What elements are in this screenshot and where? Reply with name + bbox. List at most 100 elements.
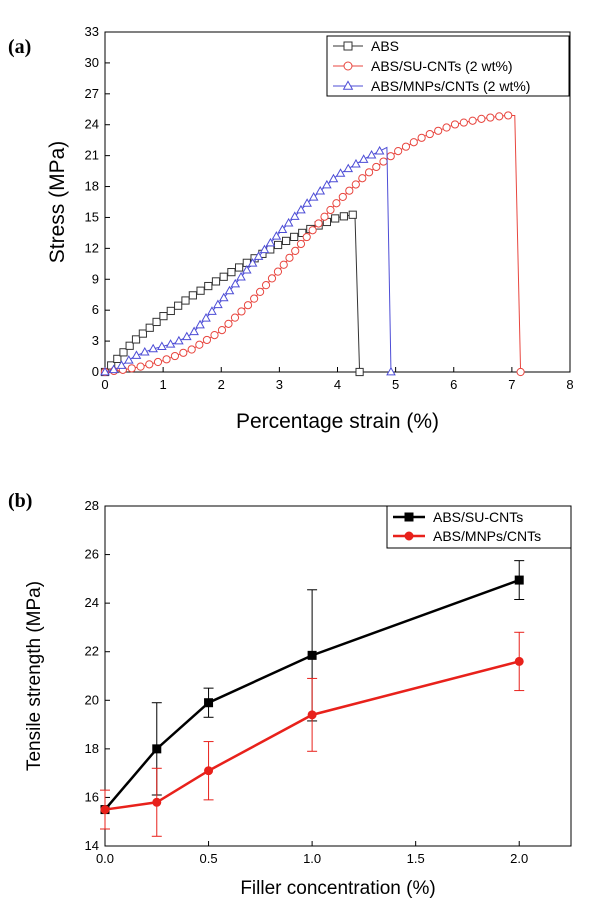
plot-b-xtick-label: 1.0 — [303, 851, 321, 866]
data-point — [224, 285, 235, 295]
data-point — [166, 306, 175, 316]
plot-a-xlabel: Percentage strain (%) — [236, 410, 439, 433]
data-point — [277, 224, 288, 234]
legend-marker — [343, 61, 353, 71]
data-point — [332, 199, 341, 208]
data-point — [338, 192, 347, 202]
data-point — [224, 319, 233, 328]
data-point — [127, 364, 136, 373]
data-point — [210, 330, 219, 340]
data-point — [314, 219, 323, 228]
data-point — [374, 145, 385, 155]
plot-b-ytick-label: 14 — [85, 838, 99, 853]
data-point — [219, 272, 228, 281]
data-point — [495, 112, 504, 121]
plot-a-ylabel: Stress (MPa) — [46, 141, 69, 264]
data-point — [247, 258, 258, 267]
data-point — [131, 350, 142, 359]
plot-b-ylabel: Tensile strength (MPa) — [24, 581, 45, 771]
legend-label: ABS/SU-CNTs (2 wt%) — [371, 58, 513, 74]
plot-a-ytick-label: 27 — [85, 86, 99, 101]
series-line — [104, 114, 522, 373]
legend-label: ABS/MNPs/CNTs (2 wt%) — [371, 78, 530, 94]
data-point — [308, 226, 317, 235]
data-point — [282, 236, 291, 246]
plot-b-xtick-label: 0.5 — [200, 851, 218, 866]
plot-b-ytick-label: 22 — [85, 644, 99, 659]
panel-a-label: (a) — [8, 36, 32, 58]
data-point — [187, 345, 196, 354]
data-point — [450, 120, 460, 129]
plot-b-xtick-label: 2.0 — [510, 851, 528, 866]
data-point — [351, 158, 361, 168]
data-point — [459, 118, 468, 127]
plot-b-xtick-label: 0.0 — [96, 851, 114, 866]
legend-marker — [404, 531, 414, 541]
plot-a-ytick-label: 30 — [85, 55, 99, 70]
data-point — [296, 239, 306, 249]
data-point — [152, 797, 162, 807]
data-point — [250, 294, 259, 303]
data-point — [343, 163, 354, 173]
data-point — [213, 299, 223, 309]
data-point — [358, 174, 367, 183]
plot-a-xtick-label: 6 — [450, 377, 457, 392]
data-point — [296, 204, 306, 214]
data-point — [217, 325, 227, 335]
data-point — [159, 312, 168, 321]
plot-a-ytick-label: 0 — [92, 364, 99, 379]
data-point — [331, 214, 340, 223]
data-point — [100, 805, 110, 815]
data-point — [235, 263, 244, 272]
plot-a-xtick-label: 1 — [160, 377, 167, 392]
data-point — [366, 150, 377, 159]
data-point — [339, 212, 348, 221]
data-point — [189, 326, 199, 336]
data-point — [152, 317, 161, 327]
data-point — [468, 116, 477, 125]
legend-label: ABS — [371, 38, 399, 54]
data-point — [273, 240, 283, 250]
data-point — [124, 355, 134, 364]
data-point — [486, 113, 495, 122]
data-point — [290, 232, 299, 242]
data-point — [504, 111, 513, 120]
data-point — [108, 364, 119, 374]
legend-marker — [343, 41, 353, 51]
data-point — [267, 274, 277, 283]
data-point — [116, 360, 127, 369]
data-point — [516, 367, 525, 377]
data-point — [322, 179, 332, 189]
data-point — [165, 339, 176, 348]
data-point — [201, 313, 211, 322]
plot-a-xtick-label: 4 — [334, 377, 341, 392]
data-point — [308, 192, 319, 201]
plot-b-ytick-label: 24 — [85, 595, 99, 610]
data-point — [204, 281, 213, 291]
plot-b-xlabel: Filler concentration (%) — [240, 878, 435, 899]
data-point — [401, 142, 411, 151]
data-point — [271, 231, 282, 240]
data-point — [230, 278, 241, 288]
data-point — [236, 271, 246, 281]
data-point — [196, 286, 205, 295]
plot-a-ytick-label: 33 — [85, 24, 99, 39]
data-point — [125, 341, 134, 350]
data-point — [152, 744, 162, 754]
data-point — [302, 232, 311, 242]
data-point — [218, 292, 229, 302]
plot-a-ytick-label: 12 — [85, 240, 99, 255]
data-point — [351, 180, 360, 189]
plot-a-ytick-label: 9 — [92, 271, 99, 286]
data-point — [188, 291, 197, 300]
data-point — [207, 306, 217, 315]
data-point — [358, 154, 369, 163]
data-point — [307, 650, 317, 660]
data-point — [386, 152, 395, 161]
data-point — [227, 268, 236, 277]
data-point — [364, 168, 374, 177]
plot-a-xtick-label: 3 — [276, 377, 283, 392]
data-point — [174, 335, 184, 345]
data-point — [261, 281, 271, 290]
